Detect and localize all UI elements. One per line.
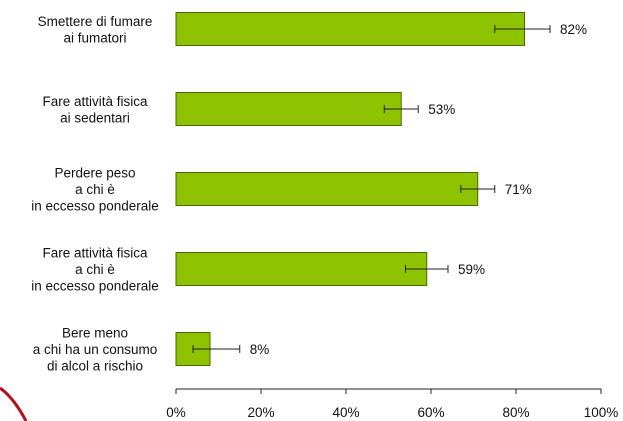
bar xyxy=(175,252,428,286)
category-label-line: a chi è xyxy=(75,182,115,197)
category-label-line: Fare attività fisica xyxy=(42,246,148,261)
category-label-line: ai fumatori xyxy=(63,30,126,45)
bar xyxy=(175,172,479,206)
category-label-line: ai sedentari xyxy=(60,110,130,125)
category-label-line: Fare attività fisica xyxy=(42,94,148,109)
bar xyxy=(175,92,402,126)
category-label-line: a chi ha un consumo xyxy=(33,342,158,357)
x-tick-label: 40% xyxy=(332,405,359,420)
value-label: 53% xyxy=(428,102,455,117)
x-tick-label: 20% xyxy=(247,405,274,420)
bar xyxy=(175,12,525,46)
decorative-swoosh xyxy=(0,386,28,421)
category-label-line: di alcol a rischio xyxy=(47,359,143,374)
category-label: Fare attività fisica a chi è in eccesso po… xyxy=(31,246,159,294)
category-label-line: Bere meno xyxy=(62,326,128,341)
x-tick-label: 100% xyxy=(584,405,619,420)
value-label: 8% xyxy=(250,342,270,357)
x-tick-label: 80% xyxy=(502,405,529,420)
x-tick-label: 0% xyxy=(166,405,186,420)
value-label: 71% xyxy=(505,182,532,197)
category-label: Smettere di fumare ai fumatori xyxy=(38,14,153,46)
category-label-line: in eccesso ponderale xyxy=(31,199,159,214)
category-label-line: Smettere di fumare xyxy=(38,14,153,29)
category-label-line: a chi è xyxy=(75,262,115,277)
category-label-line: in eccesso ponderale xyxy=(31,279,159,294)
category-label: Perdere peso a chi è in eccesso ponderale xyxy=(31,166,159,214)
x-tick-label: 60% xyxy=(417,405,444,420)
category-label: Bere meno a chi ha un consumo di alcol a r… xyxy=(33,326,158,374)
value-label: 59% xyxy=(458,262,485,277)
category-label-line: Perdere peso xyxy=(54,166,135,181)
category-label: Fare attività fisica ai sedentari xyxy=(42,94,148,126)
value-label: 82% xyxy=(560,22,587,37)
